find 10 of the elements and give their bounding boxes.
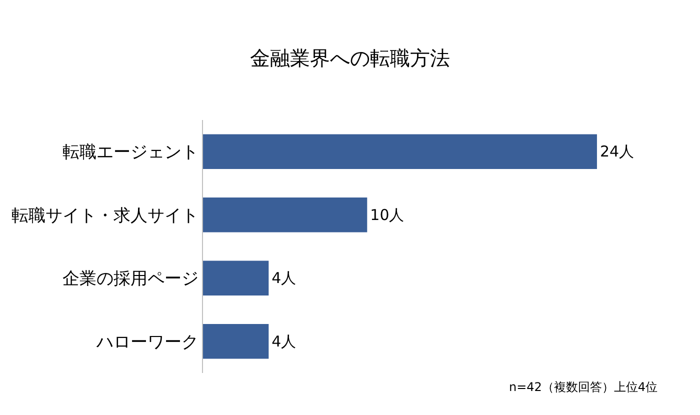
y-tick-label: ハローワーク bbox=[96, 332, 199, 352]
data-label: 10人 bbox=[370, 206, 404, 224]
data-label: 4人 bbox=[272, 269, 296, 288]
y-tick-label: 転職サイト・求人サイト bbox=[12, 206, 199, 226]
y-tick-label: 転職エージェント bbox=[62, 142, 199, 163]
chart-title: 金融業界への転職方法 bbox=[250, 46, 450, 70]
text: n=42（複数回答）上位4位 bbox=[509, 380, 658, 394]
data-label: 24人 bbox=[600, 142, 634, 161]
y-tick-label: 企業の採用ページ bbox=[62, 269, 199, 290]
data-label: 4人 bbox=[272, 332, 296, 350]
